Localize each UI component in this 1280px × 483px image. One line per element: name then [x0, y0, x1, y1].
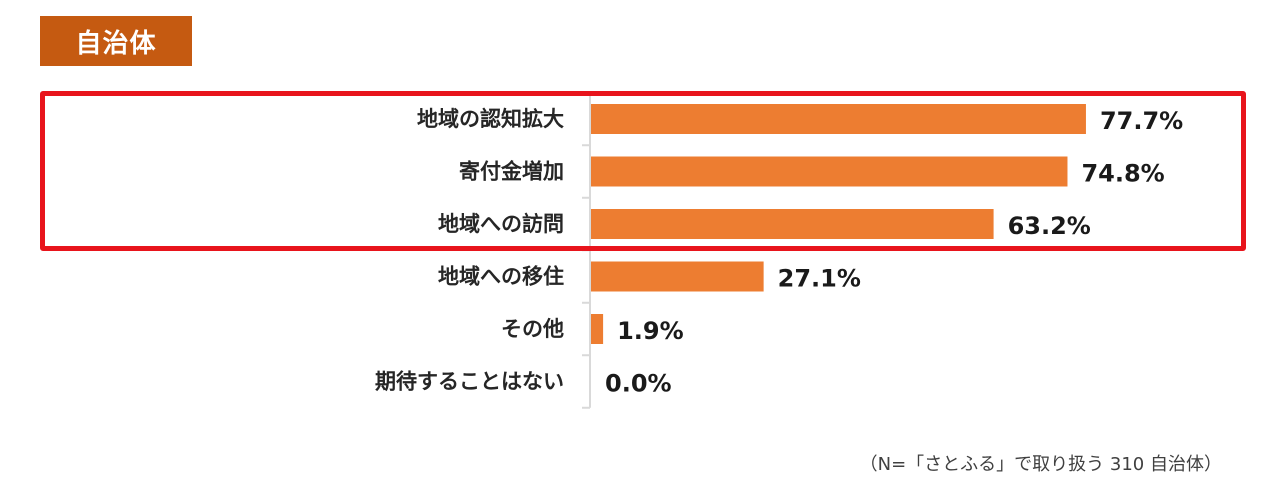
bar	[591, 314, 604, 344]
value-label: 77.7%	[1100, 107, 1183, 135]
footnote: （N=「さとふる」で取り扱う 310 自治体）	[859, 454, 1222, 475]
value-label: 63.2%	[1008, 212, 1091, 240]
chart-title-badge: 自治体	[40, 16, 192, 66]
bar	[591, 209, 994, 239]
bar	[591, 156, 1068, 187]
value-label: 0.0%	[605, 370, 672, 398]
category-label: 地域の認知拡大	[417, 107, 564, 131]
highlight-box	[40, 91, 1246, 251]
category-label: 地域への移住	[438, 265, 564, 289]
category-label: 寄付金増加	[459, 160, 564, 184]
value-label: 74.8%	[1081, 160, 1164, 188]
chart-title: 自治体	[75, 28, 157, 59]
bar	[591, 104, 1086, 134]
category-label: 地域への訪問	[438, 212, 564, 236]
category-label: その他	[501, 317, 564, 341]
bar	[591, 261, 764, 292]
category-label: 期待することはない	[375, 370, 564, 394]
value-label: 27.1%	[778, 265, 861, 293]
value-label: 1.9%	[617, 317, 684, 345]
